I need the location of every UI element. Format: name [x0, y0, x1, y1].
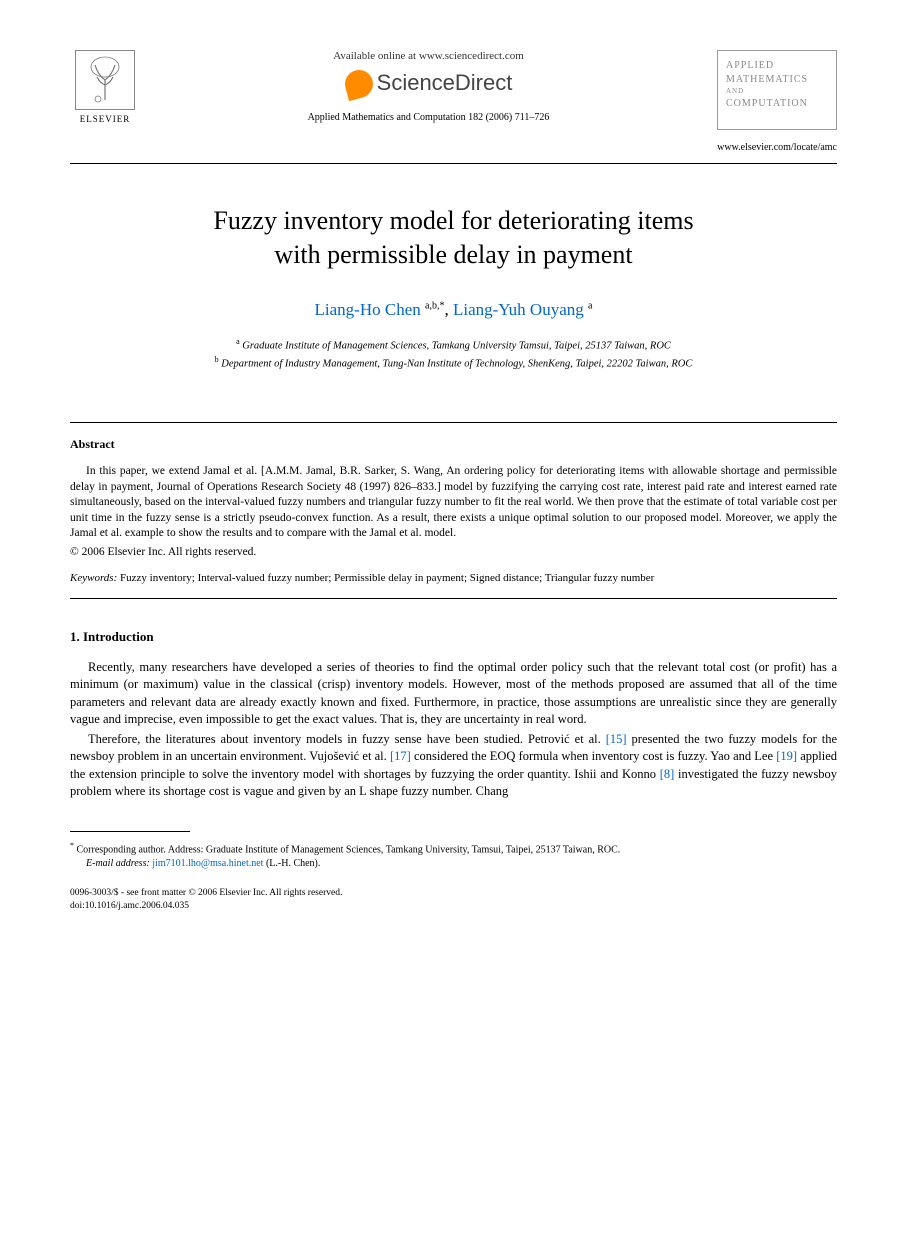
ref-link-17[interactable]: [17]: [390, 749, 411, 763]
intro-para1: Recently, many researchers have develope…: [70, 659, 837, 729]
sd-brand-text: ScienceDirect: [377, 70, 513, 95]
footnote-divider: [70, 831, 190, 832]
issn-line: 0096-3003/$ - see front matter © 2006 El…: [70, 887, 837, 900]
front-matter-info: 0096-3003/$ - see front matter © 2006 El…: [70, 887, 837, 914]
affiliation-b: Department of Industry Management, Tung-…: [221, 358, 692, 369]
title-line1: Fuzzy inventory model for deteriorating …: [213, 206, 693, 235]
abstract-copyright: © 2006 Elsevier Inc. All rights reserved…: [70, 546, 837, 558]
title-line2: with permissible delay in payment: [274, 240, 632, 269]
elsevier-logo: ELSEVIER: [70, 50, 140, 130]
email-suffix: (L.-H. Chen).: [266, 858, 320, 869]
article-title: Fuzzy inventory model for deteriorating …: [70, 204, 837, 272]
sd-swoosh-icon: [341, 67, 375, 101]
corr-text: Corresponding author. Address: Graduate …: [77, 844, 621, 855]
ref-link-19[interactable]: [19]: [776, 749, 797, 763]
intro-para2: Therefore, the literatures about invento…: [70, 731, 837, 801]
journal-citation: Applied Mathematics and Computation 182 …: [160, 112, 697, 123]
header-row: ELSEVIER Available online at www.science…: [70, 50, 837, 130]
keywords-label: Keywords:: [70, 572, 117, 584]
keywords-text: Fuzzy inventory; Interval-valued fuzzy n…: [120, 572, 654, 584]
center-header: Available online at www.sciencedirect.co…: [140, 50, 717, 123]
sciencedirect-logo: ScienceDirect: [160, 70, 697, 98]
ref-link-15[interactable]: [15]: [606, 732, 627, 746]
locate-url[interactable]: www.elsevier.com/locate/amc: [70, 142, 837, 153]
email-label: E-mail address:: [86, 858, 150, 869]
author2-affil-marks: a: [588, 300, 592, 311]
abstract-bottom-divider: [70, 598, 837, 599]
header-divider: [70, 163, 837, 164]
doi-line: doi:10.1016/j.amc.2006.04.035: [70, 900, 837, 913]
keywords-line: Keywords: Fuzzy inventory; Interval-valu…: [70, 572, 837, 584]
abstract-top-divider: [70, 422, 837, 423]
abstract-label: Abstract: [70, 437, 837, 452]
author1-affil-marks: a,b,*: [425, 300, 444, 311]
affiliation-a: Graduate Institute of Management Science…: [242, 340, 671, 351]
ref-link-8[interactable]: [8]: [660, 767, 675, 781]
elsevier-tree-icon: [75, 50, 135, 110]
author-email-link[interactable]: jim7101.lho@msa.hinet.net: [152, 858, 263, 869]
publisher-name: ELSEVIER: [80, 114, 131, 124]
abstract-text: In this paper, we extend Jamal et al. [A…: [70, 464, 837, 542]
corr-mark: *: [70, 841, 74, 850]
author-link[interactable]: Liang-Yuh Ouyang: [453, 300, 584, 319]
corresponding-author-footnote: * Corresponding author. Address: Graduat…: [70, 840, 837, 857]
journal-box-line: APPLIED: [726, 59, 828, 73]
affil-mark-a: a: [236, 337, 240, 346]
journal-box-line: MATHEMATICS: [726, 73, 828, 87]
section-heading-intro: 1. Introduction: [70, 629, 837, 645]
journal-title-box: APPLIED MATHEMATICS AND COMPUTATION: [717, 50, 837, 130]
email-footnote: E-mail address: jim7101.lho@msa.hinet.ne…: [70, 857, 837, 871]
affil-mark-b: b: [215, 355, 219, 364]
journal-box-line: AND: [726, 87, 828, 97]
available-online-text: Available online at www.sciencedirect.co…: [160, 50, 697, 62]
author-link[interactable]: Liang-Ho Chen: [315, 300, 421, 319]
affiliations-block: a Graduate Institute of Management Scien…: [70, 336, 837, 373]
journal-box-line: COMPUTATION: [726, 97, 828, 111]
authors-line: Liang-Ho Chen a,b,*, Liang-Yuh Ouyang a: [70, 300, 837, 320]
